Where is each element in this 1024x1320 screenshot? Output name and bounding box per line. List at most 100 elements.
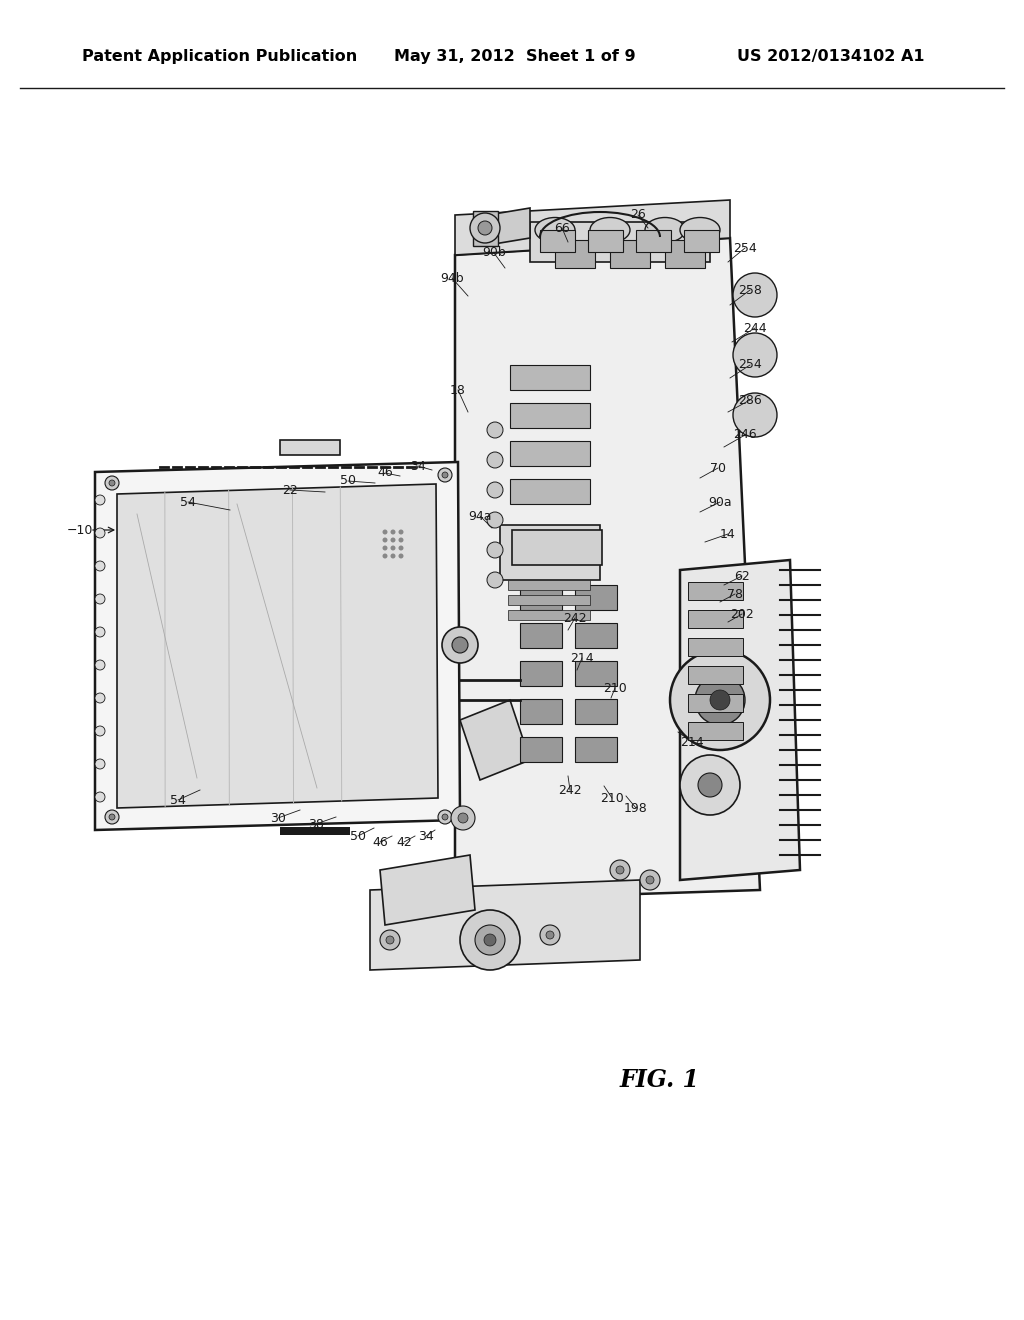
Polygon shape [280,440,340,455]
Circle shape [95,792,105,803]
Text: FIG. 1: FIG. 1 [620,1068,700,1092]
Circle shape [398,553,403,558]
Bar [510,403,590,428]
Text: 42: 42 [396,836,412,849]
Circle shape [95,693,105,704]
Bar [688,667,743,684]
Circle shape [438,469,452,482]
Bar [610,240,650,268]
Bar [520,700,562,723]
Polygon shape [370,880,640,970]
Circle shape [698,774,722,797]
Ellipse shape [590,218,630,243]
Circle shape [452,638,468,653]
Circle shape [460,909,520,970]
Circle shape [487,482,503,498]
Text: 30: 30 [270,812,286,825]
Circle shape [383,545,387,550]
Circle shape [646,876,654,884]
Text: 38: 38 [308,817,324,830]
Bar [688,694,743,711]
Bar [510,441,590,466]
Circle shape [670,649,770,750]
Text: −10: −10 [67,524,93,536]
Text: 18: 18 [451,384,466,396]
Text: US 2012/0134102 A1: US 2012/0134102 A1 [737,49,925,63]
Circle shape [478,220,492,235]
Polygon shape [117,484,438,808]
Ellipse shape [535,218,575,243]
Bar [530,222,710,261]
Circle shape [487,572,503,587]
Circle shape [390,545,395,550]
Text: 254: 254 [733,242,757,255]
Text: May 31, 2012  Sheet 1 of 9: May 31, 2012 Sheet 1 of 9 [394,49,636,63]
Bar [500,525,600,579]
Bar [512,531,602,565]
Circle shape [109,480,115,486]
Bar [540,230,575,252]
Circle shape [487,543,503,558]
Circle shape [95,627,105,638]
Circle shape [695,675,745,725]
Circle shape [546,931,554,939]
Circle shape [95,660,105,671]
Bar [520,737,562,762]
Bar [280,828,350,836]
Text: 258: 258 [738,284,762,297]
Circle shape [487,422,503,438]
Polygon shape [455,238,760,900]
Bar [665,240,705,268]
Text: 46: 46 [377,466,393,479]
Text: 244: 244 [743,322,767,334]
Text: 70: 70 [710,462,726,474]
Text: 202: 202 [730,607,754,620]
Bar [688,722,743,741]
Circle shape [95,495,105,506]
Bar [575,737,617,762]
Text: Patent Application Publication: Patent Application Publication [82,49,357,63]
Bar [575,585,617,610]
Bar [575,661,617,686]
Circle shape [470,213,500,243]
Circle shape [95,759,105,770]
Ellipse shape [680,218,720,243]
Bar [636,230,671,252]
Text: 62: 62 [734,569,750,582]
Bar [473,211,498,246]
Text: 242: 242 [563,611,587,624]
Circle shape [710,690,730,710]
Text: 210: 210 [600,792,624,804]
Circle shape [383,537,387,543]
Polygon shape [680,560,800,880]
Circle shape [487,512,503,528]
Text: 90a: 90a [709,495,732,508]
Circle shape [442,814,449,820]
Ellipse shape [645,218,685,243]
Circle shape [451,807,475,830]
Circle shape [475,925,505,954]
Bar [688,638,743,656]
Bar [688,610,743,628]
Text: 254: 254 [738,359,762,371]
Text: 46: 46 [372,836,388,849]
Bar [520,661,562,686]
Circle shape [95,594,105,605]
Circle shape [540,925,560,945]
Circle shape [733,393,777,437]
Text: 214: 214 [680,735,703,748]
Circle shape [383,529,387,535]
Circle shape [95,528,105,539]
Text: 26: 26 [630,209,646,222]
Polygon shape [460,700,530,780]
Circle shape [398,537,403,543]
Bar [508,610,590,620]
Text: 78: 78 [727,587,743,601]
Bar [510,366,590,389]
Circle shape [442,627,478,663]
Text: 242: 242 [558,784,582,796]
Text: 90b: 90b [482,247,506,260]
Text: 14: 14 [720,528,736,540]
Text: 54: 54 [170,793,186,807]
Circle shape [616,866,624,874]
